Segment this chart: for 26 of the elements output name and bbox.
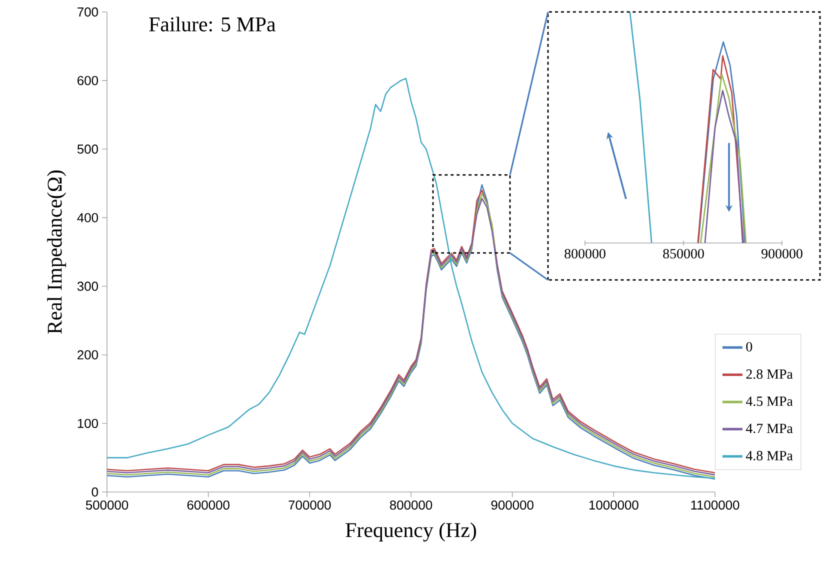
y-tick-label: 100 (78, 418, 98, 428)
y-tick-label: 0 (92, 487, 98, 497)
y-tick-label: 500 (77, 144, 98, 154)
y-tick-label: 300 (77, 282, 98, 291)
y-tick-label: 200 (78, 350, 98, 360)
legend-label: 4.5 MPa (746, 396, 793, 406)
legend-label: 0 (746, 342, 752, 352)
x-tick-label: 850000 (663, 248, 704, 258)
chart-title: Failure: 5 MPa (149, 16, 276, 32)
x-tick-label: 800000 (390, 500, 432, 510)
x-tick-label: 800000 (564, 248, 606, 258)
legend-label: 4.8 MPa (746, 450, 793, 460)
y-tick-label: 400 (77, 213, 98, 222)
x-tick-label: 900000 (491, 500, 534, 510)
legend-label: 2.8 MPa (746, 369, 793, 379)
x-tick-label: 700000 (288, 500, 331, 510)
x-tick-label: 600000 (187, 500, 230, 510)
legend-label: 4.7 MPa (746, 424, 793, 434)
y-axis-title: Real Impedance(Ω) (47, 170, 66, 334)
y-tick-label: 700 (78, 7, 98, 17)
x-tick-label: 500000 (86, 500, 128, 510)
x-tick-label: 1000000 (589, 500, 638, 510)
x-tick-label: 900000 (762, 248, 802, 258)
x-tick-label: 1100000 (691, 500, 740, 510)
y-tick-label: 600 (78, 76, 98, 86)
x-axis-title: Frequency (Hz) (346, 522, 476, 542)
